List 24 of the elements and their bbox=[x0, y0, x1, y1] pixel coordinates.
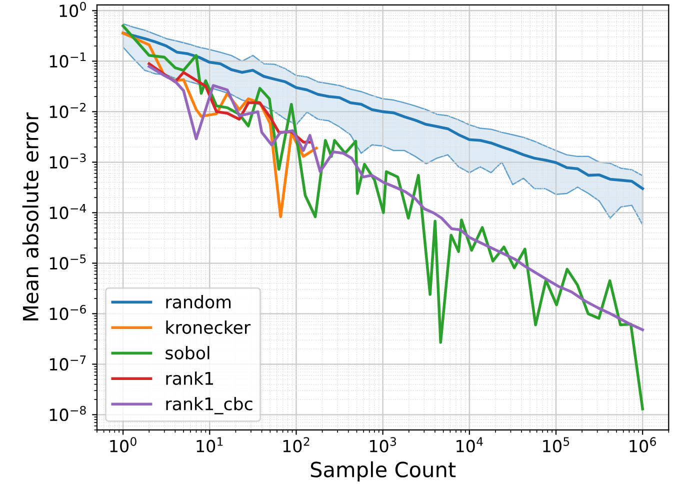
legend-label: random bbox=[166, 295, 231, 308]
y-tick-label: 10$^{−1}$ bbox=[50, 52, 86, 68]
x-tick-label: 10$^{6}$ bbox=[630, 437, 656, 452]
legend-label: sobol bbox=[166, 346, 210, 360]
y-tick-label: 10$^{0}$ bbox=[60, 2, 86, 18]
y-tick-label: 10$^{−8}$ bbox=[50, 406, 86, 422]
y-tick-label: 10$^{−3}$ bbox=[50, 153, 86, 169]
y-tick-label: 10$^{−7}$ bbox=[50, 356, 86, 371]
x-tick-label: 10$^{2}$ bbox=[283, 437, 310, 452]
y-tick-label: 10$^{−6}$ bbox=[50, 304, 86, 320]
y-tick-label: 10$^{−4}$ bbox=[50, 204, 86, 220]
x-tick-label: 10$^{5}$ bbox=[543, 437, 570, 452]
y-axis-title: Mean absolute error bbox=[22, 112, 39, 320]
y-tick-label: 10$^{−5}$ bbox=[50, 254, 86, 270]
y-tick-label: 10$^{−2}$ bbox=[50, 102, 86, 118]
x-axis-title: Sample Count bbox=[310, 461, 456, 482]
x-tick-label: 10$^{4}$ bbox=[456, 437, 483, 452]
x-tick-label: 10$^{1}$ bbox=[196, 437, 223, 452]
legend-label: rank1 bbox=[166, 372, 213, 385]
x-tick-label: 10$^{0}$ bbox=[110, 437, 136, 452]
legend-label: kronecker bbox=[166, 320, 251, 334]
line-series bbox=[122, 32, 644, 190]
legend-label: rank1_cbc bbox=[166, 396, 252, 414]
x-tick-label: 10$^{3}$ bbox=[370, 437, 396, 452]
